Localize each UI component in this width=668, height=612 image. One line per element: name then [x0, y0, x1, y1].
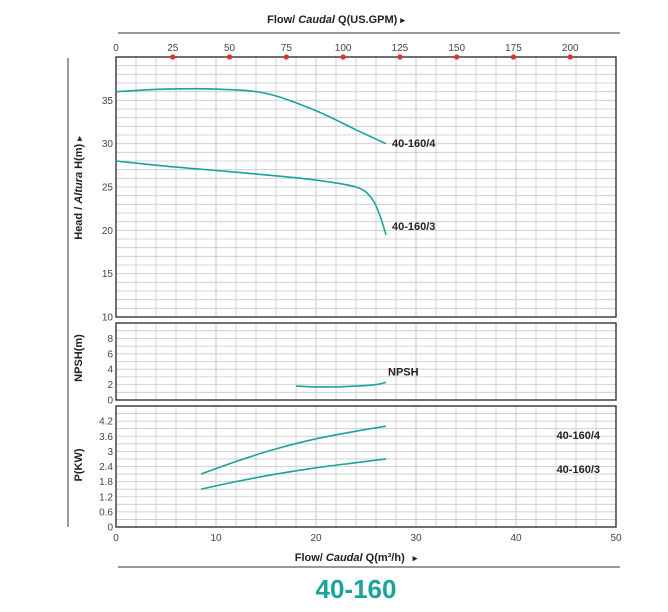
- top-axis-tick-label: 150: [448, 43, 465, 54]
- npsh-axis-title: NPSH(m): [73, 334, 85, 382]
- power-y-tick-label: 1.2: [99, 492, 113, 503]
- power-y-tick-label: 3.6: [99, 432, 113, 443]
- head-y-tick-label: 25: [102, 183, 114, 194]
- top-axis-marker: [567, 54, 573, 60]
- npsh-y-tick-label: 8: [107, 334, 113, 345]
- power-y-tick-label: 3: [107, 447, 113, 458]
- head-y-tick-label: 30: [102, 139, 114, 150]
- bottom-axis-tick-label: 10: [210, 533, 222, 544]
- npsh-frame: [115, 322, 617, 401]
- head-axis-title: Head / Altura H(m)▸: [73, 136, 85, 240]
- top-axis-tick-label: 200: [562, 43, 579, 54]
- top-axis-marker: [397, 54, 403, 60]
- npsh-y-tick-label: 4: [107, 365, 113, 376]
- head-curve-40-160-4: [115, 87, 387, 145]
- top-axis-tick-label: 75: [281, 43, 293, 54]
- power-frame: [115, 405, 617, 528]
- top-axis-marker: [283, 54, 289, 60]
- top-axis-title: Flow/ Caudal Q(US.GPM) ▸: [267, 14, 405, 26]
- top-axis-marker: [226, 54, 233, 60]
- head-curve-40-160-3: [115, 160, 387, 235]
- power-series-label-40-160-3: 40-160/3: [557, 464, 600, 476]
- top-axis-tick-label: 175: [505, 43, 522, 54]
- head-series-label-40-160-4: 40-160/4: [392, 138, 436, 150]
- power-axis-title: P(KW): [73, 448, 85, 481]
- model-title: 40-160: [316, 574, 397, 604]
- npsh-y-tick-label: 6: [107, 349, 113, 360]
- bottom-axis-tick-label: 30: [410, 533, 422, 544]
- top-axis-marker: [340, 54, 346, 60]
- head-series-label-40-160-3: 40-160/3: [392, 221, 435, 233]
- bottom-axis-ticks: 0 10 20 30 40 50: [113, 533, 622, 544]
- power-y-tick-label: 0.6: [99, 507, 113, 518]
- head-panel: 10 15 20 25 30 35 40-160/4 40-160/3: [102, 56, 617, 324]
- top-axis-tick-label: 100: [335, 43, 352, 54]
- bottom-axis-tick-label: 50: [610, 533, 622, 544]
- npsh-y-tick-label: 2: [107, 380, 113, 391]
- power-y-tick-label: 2.4: [99, 462, 113, 473]
- npsh-curve-npsh: [295, 381, 387, 388]
- bottom-axis-tick-label: 20: [310, 533, 322, 544]
- npsh-y-tick-label: 0: [107, 396, 113, 407]
- bottom-axis-tick-label: 0: [113, 533, 119, 544]
- power-y-tick-label: 4.2: [99, 417, 113, 428]
- top-axis-ticks: 0 25 50 75 100 125 150 175 200: [113, 43, 579, 60]
- top-axis-tick-label: 25: [167, 43, 179, 54]
- power-curve-40-160-3: [200, 458, 387, 490]
- head-y-tick-label: 10: [102, 313, 114, 324]
- power-curve-40-160-4: [200, 425, 387, 475]
- power-y-tick-label: 0: [107, 523, 113, 534]
- top-axis-tick-label: 50: [224, 43, 236, 54]
- power-series-label-40-160-4: 40-160/4: [557, 430, 601, 442]
- bottom-axis-tick-label: 40: [510, 533, 522, 544]
- power-y-tick-label: 1.8: [99, 477, 113, 488]
- power-panel: 0 0.6 1.2 1.8 2.4 3 3.6 4.2 40-160/4 40-160/3: [99, 405, 617, 534]
- top-axis-marker: [454, 54, 460, 60]
- head-frame: [115, 56, 617, 318]
- top-axis-tick-label: 0: [113, 43, 119, 54]
- top-axis-marker: [510, 54, 517, 60]
- head-y-tick-label: 35: [102, 96, 114, 107]
- npsh-panel: 0 2 4 6 8 NPSH: [107, 322, 617, 407]
- npsh-series-label-npsh: NPSH: [388, 366, 419, 378]
- top-axis-marker: [170, 54, 176, 60]
- top-axis-tick-label: 125: [392, 43, 409, 54]
- bottom-axis-title: Flow/ Caudal Q(m³/h) ▸: [295, 552, 418, 564]
- head-y-tick-label: 15: [102, 269, 114, 280]
- head-y-tick-label: 20: [102, 226, 114, 237]
